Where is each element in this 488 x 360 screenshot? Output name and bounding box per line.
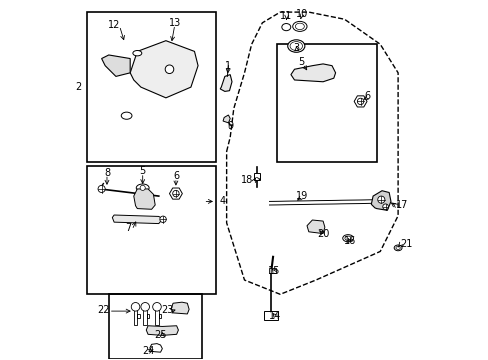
Text: 14: 14	[268, 311, 281, 321]
Ellipse shape	[344, 236, 350, 240]
Text: 5: 5	[139, 166, 145, 176]
Bar	[108, 294, 201, 359]
Polygon shape	[102, 55, 130, 76]
Polygon shape	[146, 326, 178, 336]
Circle shape	[172, 190, 179, 197]
Text: 20: 20	[316, 229, 328, 239]
Text: 19: 19	[295, 191, 307, 201]
Polygon shape	[171, 302, 189, 314]
Polygon shape	[223, 115, 230, 123]
Text: 13: 13	[168, 18, 181, 28]
Circle shape	[131, 302, 140, 311]
Bar	[264, 311, 278, 320]
Polygon shape	[220, 75, 231, 91]
Ellipse shape	[292, 21, 306, 31]
Ellipse shape	[395, 246, 400, 249]
Circle shape	[141, 302, 149, 311]
Ellipse shape	[281, 23, 290, 31]
Text: 16: 16	[343, 236, 355, 246]
Polygon shape	[290, 64, 335, 82]
Circle shape	[98, 185, 105, 193]
Ellipse shape	[342, 235, 353, 242]
Polygon shape	[112, 215, 162, 224]
Text: 12: 12	[108, 19, 120, 30]
Polygon shape	[370, 191, 390, 210]
Circle shape	[377, 196, 384, 203]
Polygon shape	[353, 96, 366, 107]
Text: 1: 1	[225, 61, 231, 71]
Text: 25: 25	[154, 330, 166, 341]
Text: 7: 7	[125, 223, 131, 233]
Bar	[87, 166, 216, 294]
Text: 2: 2	[76, 82, 82, 92]
Text: 10: 10	[295, 9, 307, 19]
Circle shape	[165, 65, 173, 73]
Circle shape	[140, 185, 145, 190]
Polygon shape	[169, 188, 182, 199]
Polygon shape	[149, 343, 162, 352]
Text: 4: 4	[219, 197, 225, 206]
Text: 18: 18	[241, 175, 253, 185]
Text: 17: 17	[395, 200, 408, 210]
Polygon shape	[134, 310, 140, 325]
Text: 22: 22	[97, 305, 109, 315]
Polygon shape	[143, 310, 149, 325]
Ellipse shape	[295, 23, 304, 30]
Ellipse shape	[287, 40, 304, 52]
Bar	[268, 267, 275, 273]
Bar	[276, 44, 376, 162]
Ellipse shape	[133, 50, 142, 56]
Circle shape	[382, 204, 387, 210]
Text: 3: 3	[293, 43, 299, 53]
Text: 6: 6	[173, 171, 179, 181]
Polygon shape	[134, 189, 155, 209]
Circle shape	[357, 98, 363, 105]
Bar	[87, 12, 216, 162]
Text: 21: 21	[399, 239, 411, 249]
Text: 5: 5	[298, 57, 304, 67]
Text: 6: 6	[364, 91, 370, 101]
Ellipse shape	[393, 245, 401, 251]
Polygon shape	[306, 220, 324, 234]
Text: 24: 24	[142, 346, 154, 356]
Text: 9: 9	[227, 121, 233, 131]
Polygon shape	[155, 310, 161, 325]
Polygon shape	[130, 41, 198, 98]
Circle shape	[152, 302, 161, 311]
Ellipse shape	[289, 41, 302, 50]
Text: 15: 15	[267, 266, 280, 276]
Text: 23: 23	[161, 305, 174, 315]
Text: 8: 8	[103, 168, 110, 178]
Text: 11: 11	[279, 11, 291, 21]
Bar	[254, 173, 259, 180]
Circle shape	[160, 216, 166, 222]
Ellipse shape	[121, 112, 132, 119]
Ellipse shape	[136, 184, 149, 192]
